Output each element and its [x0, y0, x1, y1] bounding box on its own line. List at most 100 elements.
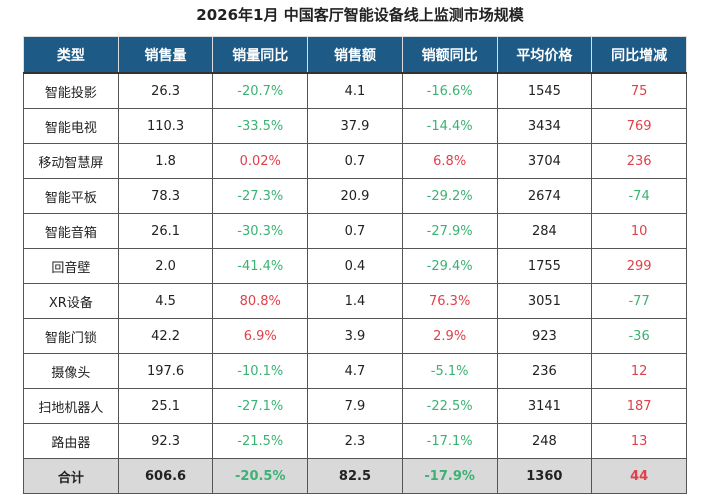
table-cell: 1.4	[307, 283, 403, 319]
table-cell: -29.4%	[401, 248, 498, 284]
market-size-table: 类型 销售量 销量同比 销售额 销额同比 平均价格 同比增减 智能投影 26.3 -20.7% 4…	[23, 36, 687, 494]
table-cell: -41.4%	[212, 248, 309, 284]
table-cell: -14.4%	[401, 108, 498, 144]
table-cell: 回音壁	[23, 248, 119, 284]
table-cell: 0.7	[307, 143, 403, 179]
table-cell: -29.2%	[401, 178, 498, 214]
table-cell: 1545	[496, 72, 593, 109]
table-cell: 769	[591, 108, 687, 144]
table-row: XR设备 4.5 80.8% 1.4 76.3% 3051 -77	[23, 283, 687, 319]
column-header: 同比增减	[591, 36, 687, 74]
table-cell: 110.3	[117, 108, 214, 144]
table-cell: 0.7	[307, 213, 403, 249]
table-cell: 76.3%	[401, 283, 498, 319]
table-cell: -16.6%	[401, 72, 498, 109]
table-row: 回音壁 2.0 -41.4% 0.4 -29.4% 1755 299	[23, 248, 687, 284]
table-cell: 智能音箱	[23, 213, 119, 249]
table-cell: 82.5	[307, 458, 403, 494]
table-cell: -30.3%	[212, 213, 309, 249]
table-cell: -21.5%	[212, 423, 309, 459]
table-cell: 10	[591, 213, 687, 249]
table-cell: -27.3%	[212, 178, 309, 214]
table-cell: 42.2	[117, 318, 214, 354]
table-cell: -17.9%	[401, 458, 498, 494]
header-row: 类型 销售量 销量同比 销售额 销额同比 平均价格 同比增减	[23, 36, 687, 74]
table-cell: 1360	[496, 458, 593, 494]
table-row: 移动智慧屏 1.8 0.02% 0.7 6.8% 3704 236	[23, 143, 687, 179]
table-cell: -17.1%	[401, 423, 498, 459]
table-row: 智能音箱 26.1 -30.3% 0.7 -27.9% 284 10	[23, 213, 687, 249]
table-cell: 智能投影	[23, 72, 119, 109]
table-cell: 4.5	[117, 283, 214, 319]
table-row: 路由器 92.3 -21.5% 2.3 -17.1% 248 13	[23, 423, 687, 459]
table-cell: 路由器	[23, 423, 119, 459]
table-cell: 197.6	[117, 353, 214, 389]
table-cell: -36	[591, 318, 687, 354]
table-cell: 0.02%	[212, 143, 309, 179]
table-cell: 1755	[496, 248, 593, 284]
table-cell: -74	[591, 178, 687, 214]
table-cell: 3051	[496, 283, 593, 319]
table-cell: 2.3	[307, 423, 403, 459]
column-header: 类型	[23, 36, 119, 74]
table-row: 摄像头 197.6 -10.1% 4.7 -5.1% 236 12	[23, 353, 687, 389]
column-header: 销额同比	[401, 36, 498, 74]
table-title: 2026年1月 中国客厅智能设备线上监测市场规模	[196, 6, 524, 24]
table-cell: 299	[591, 248, 687, 284]
table-cell: 智能平板	[23, 178, 119, 214]
table-cell: 236	[496, 353, 593, 389]
table-cell: 3.9	[307, 318, 403, 354]
table-cell: -10.1%	[212, 353, 309, 389]
table-cell: -20.5%	[212, 458, 309, 494]
table-cell: 37.9	[307, 108, 403, 144]
column-header: 销售量	[117, 36, 214, 74]
table-cell: 923	[496, 318, 593, 354]
table-cell: 26.3	[117, 72, 214, 109]
table-cell: 摄像头	[23, 353, 119, 389]
table-cell: -27.1%	[212, 388, 309, 424]
table-cell: 3704	[496, 143, 593, 179]
table-cell: -20.7%	[212, 72, 309, 109]
table-cell: 284	[496, 213, 593, 249]
table-cell: -5.1%	[401, 353, 498, 389]
table-cell: 248	[496, 423, 593, 459]
table-cell: 6.9%	[212, 318, 309, 354]
table-cell: 合计	[23, 458, 119, 494]
table-cell: 3434	[496, 108, 593, 144]
table-row: 智能投影 26.3 -20.7% 4.1 -16.6% 1545 75	[23, 72, 687, 109]
table-cell: 606.6	[117, 458, 214, 494]
table-cell: 75	[591, 72, 687, 109]
table-cell: 4.1	[307, 72, 403, 109]
table-cell: 13	[591, 423, 687, 459]
table-cell: 78.3	[117, 178, 214, 214]
table-cell: 智能电视	[23, 108, 119, 144]
table-cell: 移动智慧屏	[23, 143, 119, 179]
column-header: 销售额	[307, 36, 403, 74]
table-cell: -27.9%	[401, 213, 498, 249]
table-cell: 2674	[496, 178, 593, 214]
table-cell: 92.3	[117, 423, 214, 459]
table-cell: 25.1	[117, 388, 214, 424]
table-cell: -77	[591, 283, 687, 319]
table-cell: 0.4	[307, 248, 403, 284]
table-cell: 12	[591, 353, 687, 389]
table-cell: 2.9%	[401, 318, 498, 354]
table-row: 扫地机器人 25.1 -27.1% 7.9 -22.5% 3141 187	[23, 388, 687, 424]
table-cell: 智能门锁	[23, 318, 119, 354]
table-cell: 187	[591, 388, 687, 424]
table-cell: XR设备	[23, 283, 119, 319]
table-cell: 1.8	[117, 143, 214, 179]
column-header: 销量同比	[212, 36, 309, 74]
table-row: 智能门锁 42.2 6.9% 3.9 2.9% 923 -36	[23, 318, 687, 354]
table-cell: 26.1	[117, 213, 214, 249]
table-cell: 7.9	[307, 388, 403, 424]
table-row: 智能电视 110.3 -33.5% 37.9 -14.4% 3434 769	[23, 108, 687, 144]
table-cell: 6.8%	[401, 143, 498, 179]
column-header: 平均价格	[496, 36, 593, 74]
table-cell: 20.9	[307, 178, 403, 214]
table-cell: 80.8%	[212, 283, 309, 319]
table-cell: -33.5%	[212, 108, 309, 144]
table-cell: 44	[591, 458, 687, 494]
table-cell: 3141	[496, 388, 593, 424]
table-cell: 4.7	[307, 353, 403, 389]
